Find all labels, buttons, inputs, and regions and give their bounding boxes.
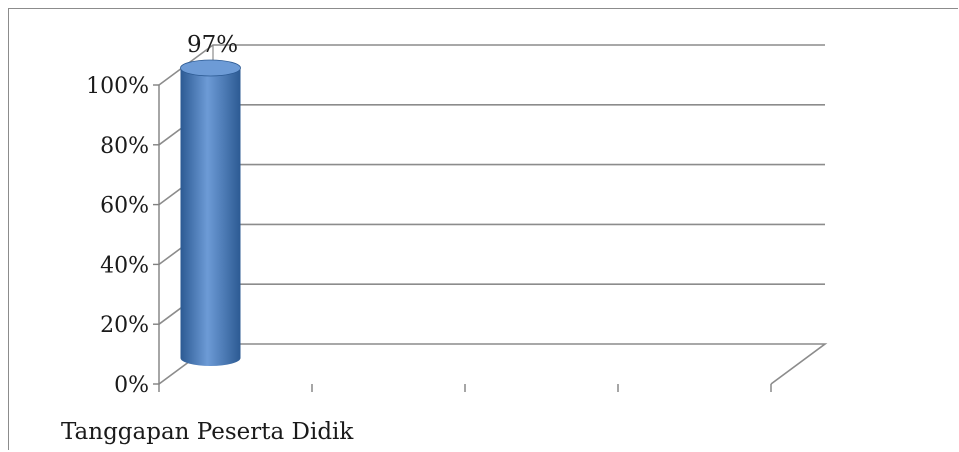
gridline <box>158 163 825 206</box>
gridlines <box>158 44 828 385</box>
bars <box>180 59 241 366</box>
gridline <box>158 283 825 325</box>
chart-frame: 0% 20% 40% 60% 80% 100% Tanggapan Peserta Didi… <box>8 8 958 450</box>
gridline <box>158 44 825 86</box>
y-tick-label: 0% <box>114 373 149 398</box>
y-tick-label: 100% <box>86 74 149 99</box>
gridline <box>158 223 825 266</box>
y-tick-label: 80% <box>100 134 149 159</box>
gridline <box>158 104 825 146</box>
y-tick-label: 60% <box>100 194 149 219</box>
y-tick-label: 40% <box>100 253 149 278</box>
data-label: 97% <box>187 32 238 58</box>
axes <box>153 45 772 392</box>
category-label: Tanggapan Peserta Didik <box>61 419 354 445</box>
bar-top <box>180 59 241 77</box>
chart-plot: 0% 20% 40% 60% 80% 100% Tanggapan Peserta Didi… <box>61 32 828 445</box>
floor-outline <box>158 343 828 385</box>
labels: 0% 20% 40% 60% 80% 100% Tanggapan Peserta Didi… <box>61 32 354 445</box>
bar-body <box>180 67 241 366</box>
y-tick-label: 20% <box>100 313 149 338</box>
bar-cylinder <box>180 59 241 366</box>
